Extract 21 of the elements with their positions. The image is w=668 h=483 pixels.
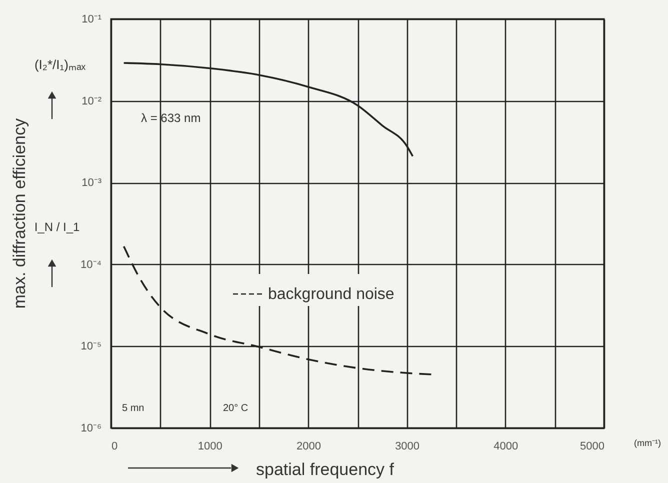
legend-label: background noise [268, 286, 394, 303]
y-tick-label: 10⁻³ [82, 177, 102, 190]
annotation: 20° C [223, 403, 248, 414]
x-tick-label: 0 [112, 440, 118, 452]
x-tick-label: 4000 [494, 440, 518, 452]
x-tick-label: 3000 [395, 440, 420, 452]
y-tick-label: 10⁻⁶ [80, 422, 102, 434]
y-tick-label: 10⁻¹ [82, 14, 102, 26]
x-tick-label: 5000 [580, 440, 604, 452]
text: (mm⁻¹) [634, 438, 661, 448]
annotation: λ = 633 nm [141, 111, 201, 125]
y-tick-label: 10⁻² [82, 95, 102, 108]
text: (I₂*/I₁)ₘₐₓ [34, 57, 86, 72]
text: I_N / I_1 [34, 220, 80, 234]
y-tick-label: 10⁻⁴ [80, 258, 102, 271]
y-axis-title: max. diffraction efficiency [10, 118, 29, 309]
x-tick-label: 2000 [296, 440, 321, 452]
x-axis-title: spatial frequency f [256, 460, 394, 479]
x-tick-label: 1000 [198, 440, 222, 452]
y-tick-label: 10⁻⁵ [80, 340, 102, 353]
annotation: 5 mn [122, 403, 144, 414]
